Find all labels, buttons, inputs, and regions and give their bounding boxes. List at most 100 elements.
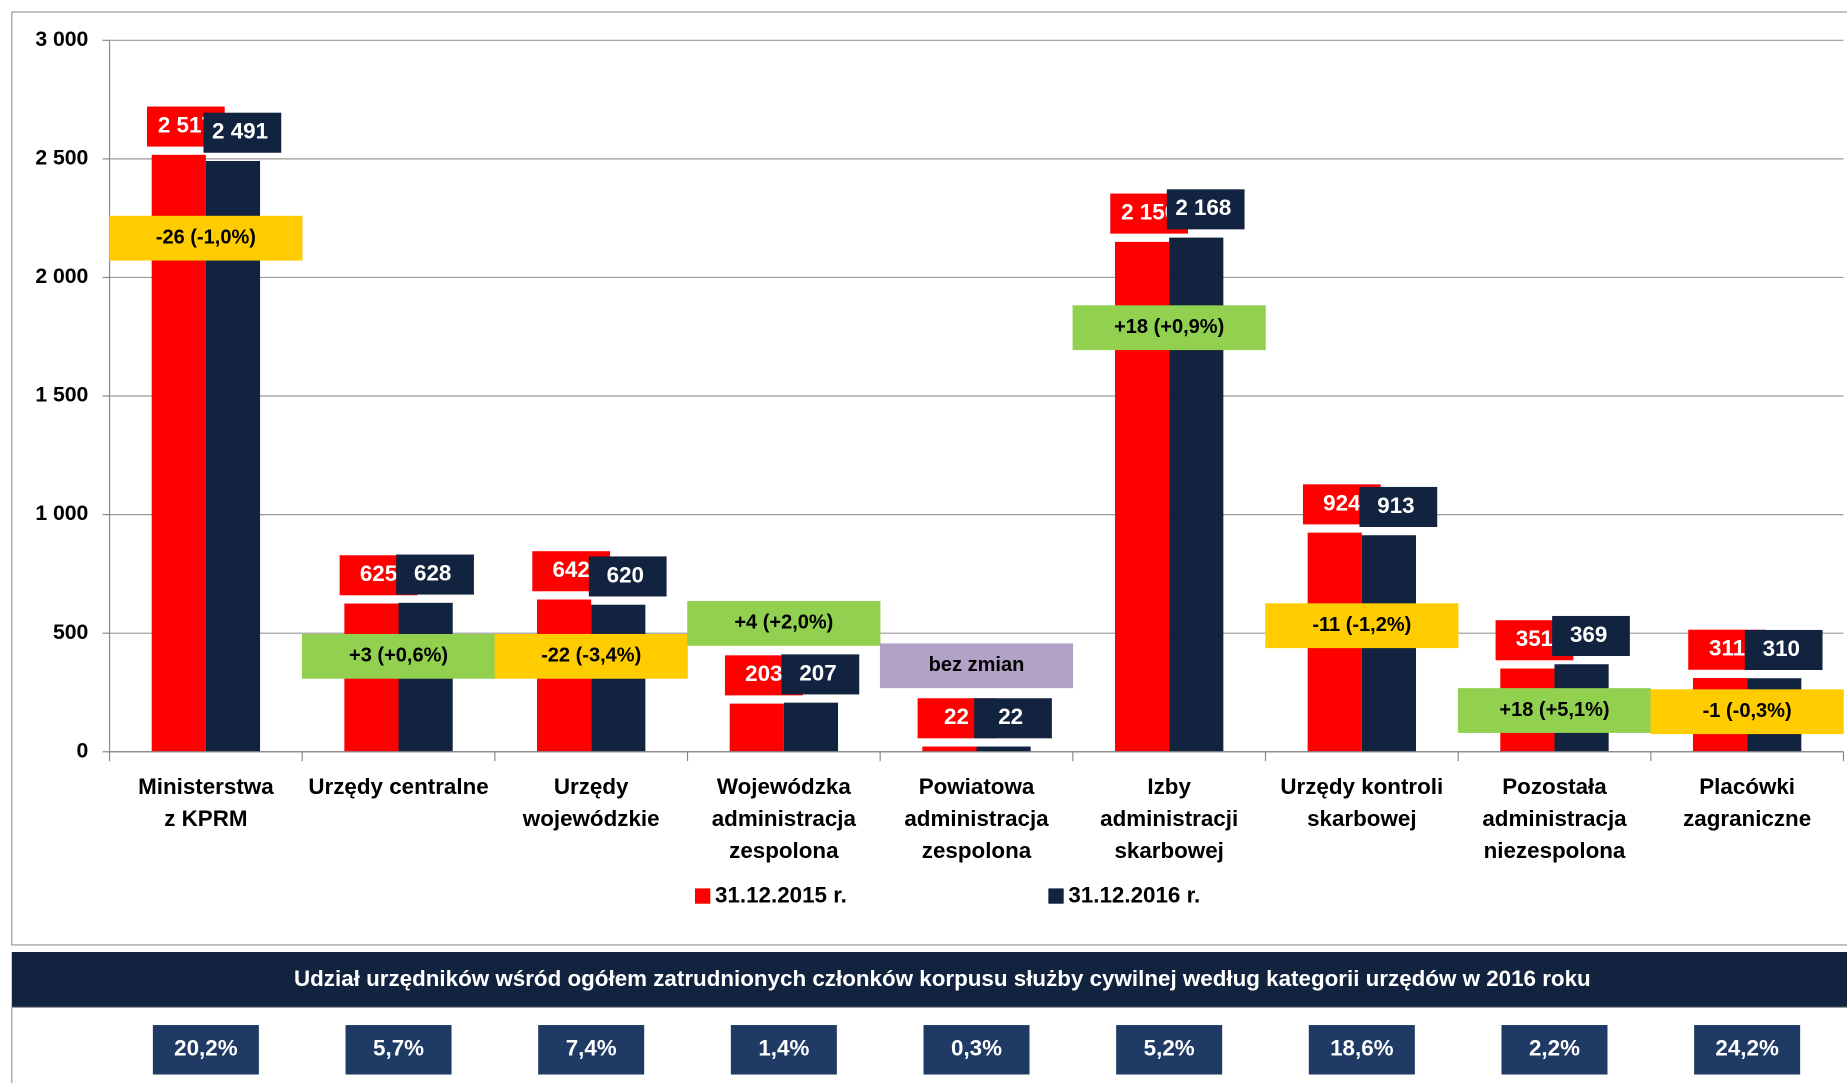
legend-swatch [1048, 888, 1064, 904]
x-tick-label: skarbowej [1114, 838, 1223, 863]
x-tick-label: wojewódzkie [522, 806, 660, 831]
share-box [345, 1025, 452, 1075]
share-box [1694, 1025, 1801, 1075]
x-tick-label: Pozostała [1502, 774, 1607, 799]
x-tick-label: niezespolona [1484, 838, 1626, 863]
share-box [923, 1025, 1030, 1075]
change-label: bez zmian [929, 654, 1025, 676]
share-box [1116, 1025, 1223, 1075]
x-tick-label: administracja [1482, 806, 1627, 831]
x-tick-label: administracja [712, 806, 857, 831]
value-label: 310 [1763, 636, 1800, 661]
share-frame [11, 1006, 1847, 1083]
value-label: 351 [1516, 626, 1553, 651]
chart-frame [11, 11, 1847, 946]
value-label: 642 [552, 557, 589, 582]
value-label: 625 [360, 561, 397, 586]
x-tick-label: zagraniczne [1683, 806, 1811, 831]
share-title: Udział urzędników wśród ogółem zatrudnio… [294, 966, 1591, 991]
x-tick-label: administracja [904, 806, 1049, 831]
change-box [301, 633, 496, 679]
share-label: 20,2% [174, 1036, 238, 1061]
share-label: 24,2% [1715, 1036, 1779, 1061]
x-tick-label: Urzędy kontroli [1280, 774, 1443, 799]
share-box [1308, 1025, 1415, 1075]
value-label: 22 [998, 704, 1023, 729]
value-label-box [1744, 629, 1823, 670]
change-label: +3 (+0,6%) [349, 645, 448, 667]
share-header [11, 952, 1847, 1008]
value-label-box [1359, 486, 1438, 527]
change-label: +18 (+5,1%) [1499, 699, 1609, 721]
y-tick-label: 1 500 [35, 384, 88, 407]
x-tick-label: Izby [1147, 774, 1191, 799]
legend-label: 31.12.2016 r. [1068, 883, 1200, 908]
share-box [1501, 1025, 1608, 1075]
y-tick-label: 2 000 [35, 265, 88, 288]
value-label: 311 [1709, 636, 1745, 661]
value-label-box [396, 554, 474, 595]
y-tick-label: 1 000 [35, 502, 88, 525]
change-box [1650, 689, 1844, 735]
y-tick-label: 500 [53, 621, 88, 644]
change-box [494, 633, 688, 679]
x-tick-label: zespolona [922, 838, 1032, 863]
x-tick-label: Urzędy centralne [308, 774, 488, 799]
share-label: 1,4% [758, 1036, 809, 1061]
legend-swatch [694, 888, 711, 904]
x-tick-label: zespolona [729, 838, 839, 863]
value-label-box [588, 556, 667, 597]
change-box [879, 643, 1074, 689]
share-label: 5,7% [373, 1036, 424, 1061]
value-label: 207 [799, 660, 836, 685]
share-box [730, 1025, 837, 1075]
value-label: 2 491 [212, 119, 268, 144]
value-label: 22 [944, 704, 969, 729]
y-tick-label: 3 000 [35, 28, 88, 51]
y-tick-label: 0 [77, 739, 89, 762]
change-box [687, 600, 881, 646]
value-label: 924 [1323, 490, 1361, 515]
share-label: 2,2% [1529, 1036, 1580, 1061]
x-tick-label: Placówki [1699, 774, 1795, 799]
value-label: 620 [607, 562, 644, 587]
x-tick-label: z KPRM [164, 806, 247, 831]
change-box [1265, 603, 1459, 649]
change-label: +18 (+0,9%) [1114, 316, 1224, 338]
bar [729, 703, 784, 752]
x-tick-label: Powiatowa [919, 774, 1035, 799]
value-label: 913 [1377, 493, 1414, 518]
bar [783, 702, 839, 752]
share-label: 0,3% [951, 1036, 1002, 1061]
change-label: +4 (+2,0%) [734, 612, 833, 634]
legend-label: 31.12.2015 r. [715, 883, 847, 908]
x-tick-label: Wojewódzka [717, 774, 851, 799]
change-box [1072, 305, 1266, 351]
x-tick-label: Ministerstwa [138, 774, 274, 799]
x-tick-label: administracji [1100, 806, 1238, 831]
x-tick-label: Urzędy [554, 774, 629, 799]
value-label: 203 [745, 661, 782, 686]
change-box [109, 215, 303, 261]
change-label: -26 (-1,0%) [156, 226, 256, 248]
value-label-box [1552, 615, 1630, 657]
value-label-box [974, 698, 1052, 739]
share-label: 18,6% [1330, 1036, 1394, 1061]
x-tick-label: skarbowej [1307, 806, 1416, 831]
change-label: -22 (-3,4%) [541, 645, 641, 667]
share-box [538, 1025, 645, 1075]
change-label: -11 (-1,2%) [1312, 614, 1411, 636]
share-label: 5,2% [1144, 1036, 1195, 1061]
value-label-box [203, 112, 282, 153]
bar [976, 746, 1031, 752]
value-label: 628 [414, 560, 451, 585]
value-label: 369 [1570, 622, 1607, 647]
value-label: 2 168 [1175, 195, 1231, 220]
share-box [152, 1025, 259, 1075]
value-label-box [1166, 189, 1245, 230]
value-label-box [781, 654, 860, 695]
change-label: -1 (-0,3%) [1703, 700, 1792, 722]
share-label: 7,4% [566, 1036, 617, 1061]
change-box [1457, 688, 1652, 733]
